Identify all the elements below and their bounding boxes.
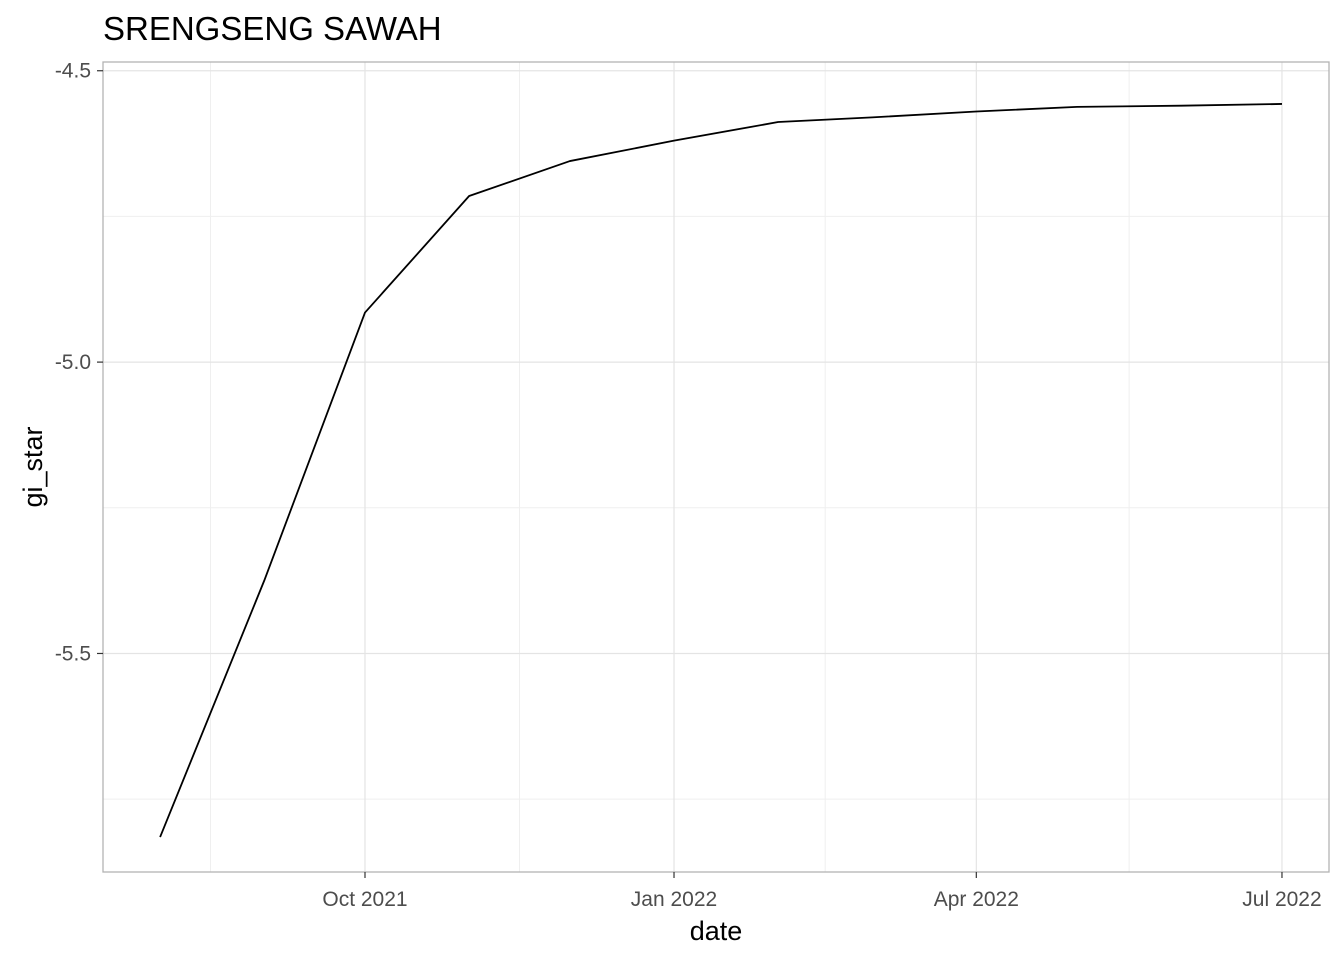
plot-panel [102,61,1330,873]
x-tick-label: Oct 2021 [322,888,407,911]
x-tick-label: Jul 2022 [1242,888,1321,911]
y-axis-ticks: -4.5 -5.0 -5.5 [55,60,103,665]
x-tick-label: Apr 2022 [934,888,1019,911]
grid-minor [103,62,1329,872]
y-axis-title: gi_star [18,426,48,507]
series-layer [159,103,1282,838]
x-axis-ticks: Oct 2021 Jan 2022 Apr 2022 Jul 2022 [322,872,1322,911]
x-axis-title: date [690,916,743,946]
y-tick-label: -5.0 [55,351,91,374]
series-line [159,103,1282,838]
y-tick-label: -5.5 [55,642,91,665]
y-tick-label: -4.5 [55,60,91,83]
panel-border [102,61,1330,873]
chart-title: SRENGSENG SAWAH [103,10,442,47]
grid-major [103,62,1329,872]
x-tick-label: Jan 2022 [631,888,717,911]
